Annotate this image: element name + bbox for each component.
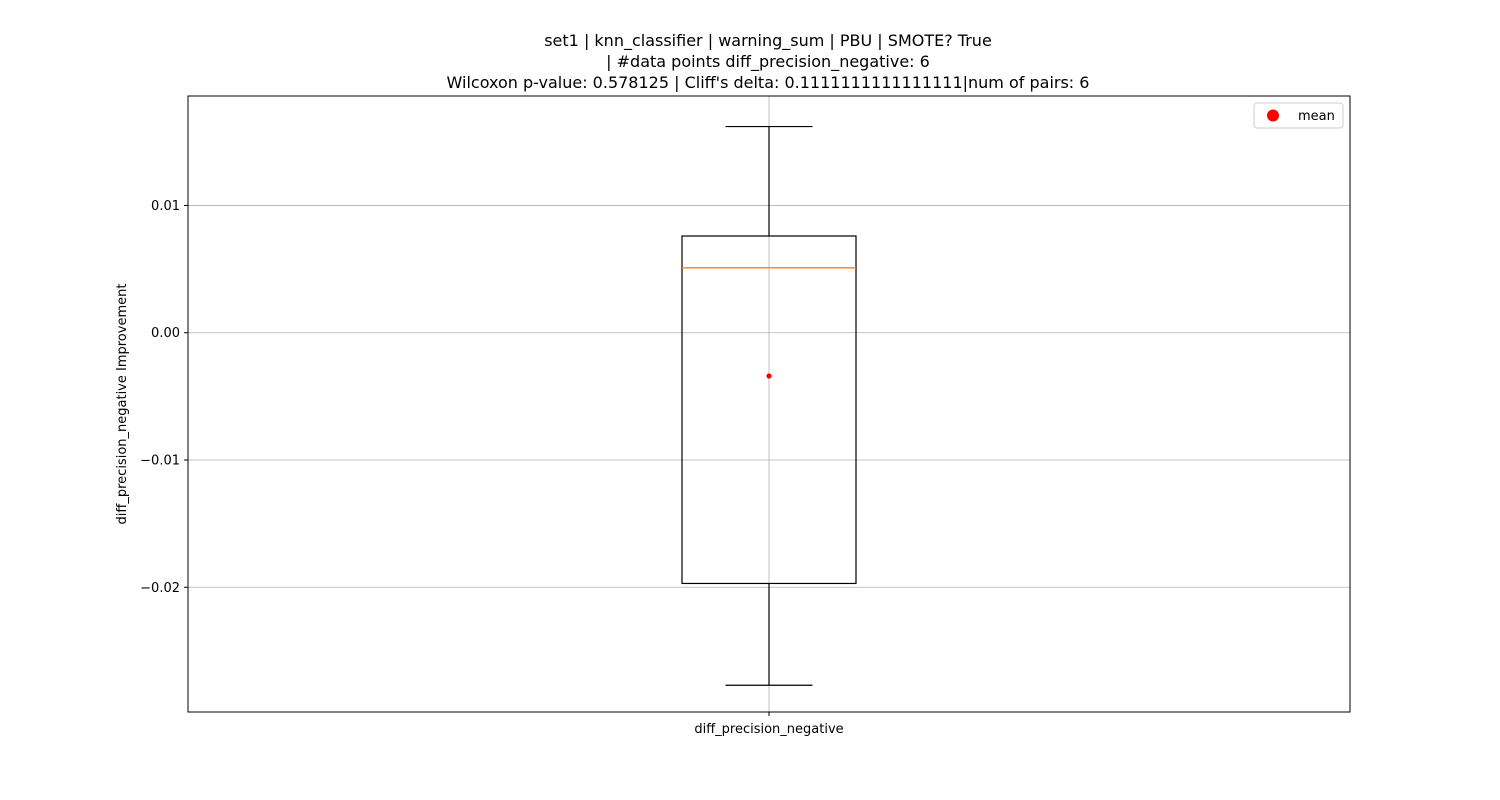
- y-tick-label: 0.00: [151, 326, 180, 341]
- chart-title: set1 | knn_classifier | warning_sum | PB…: [447, 31, 1090, 92]
- title-line-1: set1 | knn_classifier | warning_sum | PB…: [544, 31, 992, 51]
- axes: 0.01 0.00 −0.01 −0.02 diff_precision_negativ…: [140, 95, 1351, 737]
- y-tick-label: −0.02: [140, 581, 180, 596]
- legend: mean: [1253, 102, 1344, 129]
- title-line-3: Wilcoxon p-value: 0.578125 | Cliff's del…: [447, 73, 1090, 92]
- title-line-2: | #data points diff_precision_negative: …: [606, 52, 930, 72]
- legend-mean-label: mean: [1298, 109, 1335, 124]
- boxes: [681, 125, 857, 686]
- y-tick-label: −0.01: [140, 454, 180, 469]
- y-axis-label: diff_precision_negative Improvement: [115, 284, 130, 525]
- y-tick-label: 0.01: [151, 199, 180, 214]
- mean-marker: [766, 373, 772, 379]
- box-iqr: [681, 235, 857, 585]
- x-tick-label: diff_precision_negative: [694, 722, 843, 737]
- plot-frame: [187, 95, 1351, 713]
- legend-mean-marker: [1267, 109, 1279, 122]
- legend-frame: [1253, 102, 1344, 129]
